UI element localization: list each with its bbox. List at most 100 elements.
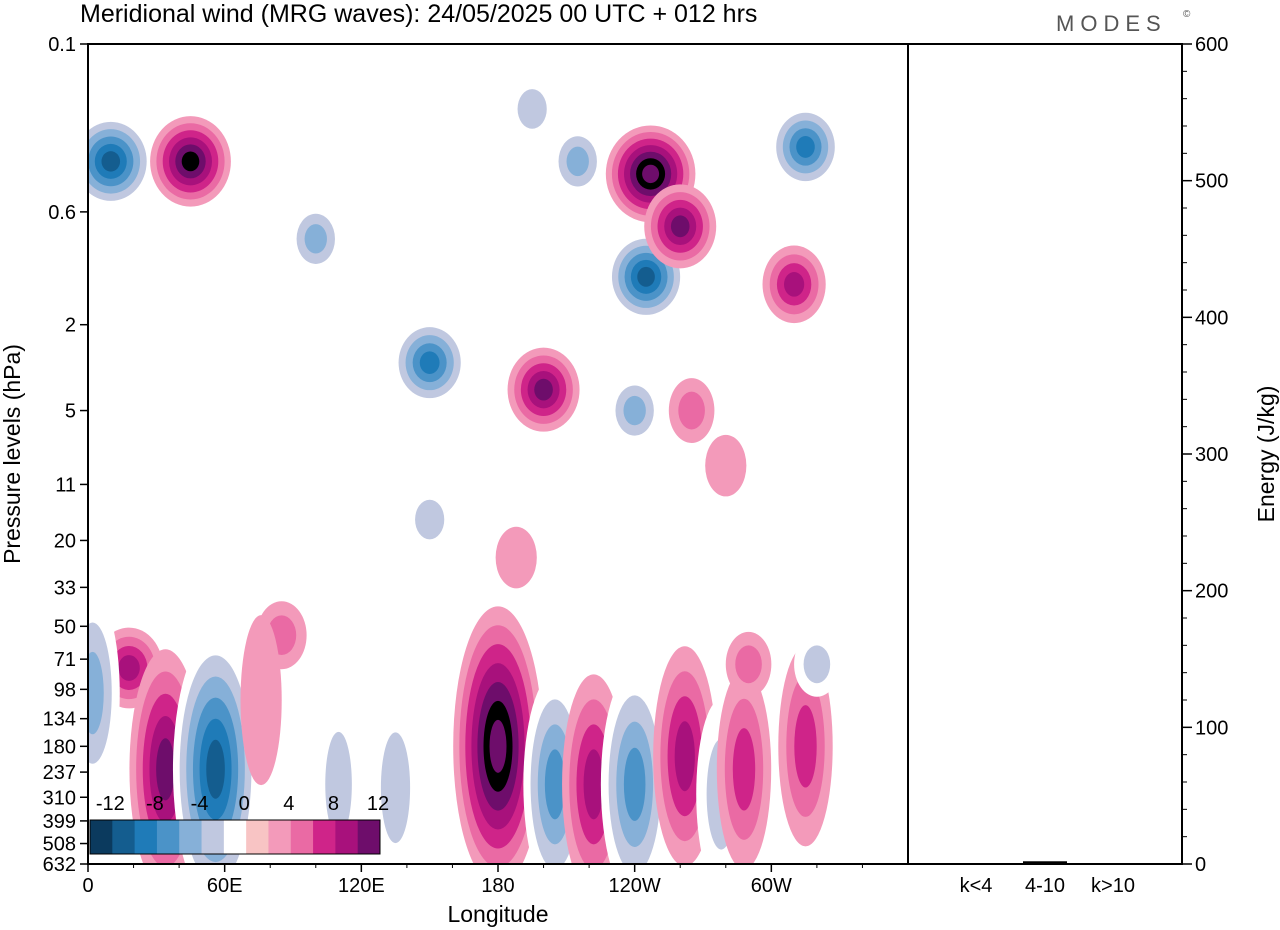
colorbar-swatch <box>179 820 203 854</box>
y-tick-label: 134 <box>43 709 76 731</box>
contour-band <box>495 526 537 589</box>
y-tick-label: 98 <box>54 679 76 701</box>
wind-feature <box>668 378 715 443</box>
contour-band <box>118 655 140 681</box>
x-tick-label: 180 <box>481 875 514 897</box>
wind-feature <box>288 203 343 275</box>
y-tick-label: 2 <box>65 315 76 337</box>
colorbar-swatch <box>357 820 381 854</box>
wind-feature <box>705 434 747 497</box>
colorbar-label: 0 <box>239 793 250 815</box>
y-tick-label: 399 <box>43 811 76 833</box>
contour-band <box>670 215 690 238</box>
wind-feature <box>495 526 537 589</box>
y-tick-label: 0.6 <box>48 202 76 224</box>
wind-feature <box>88 114 154 209</box>
heatmap-panel <box>87 43 909 865</box>
contour-band <box>732 728 756 811</box>
y-tick-label: 632 <box>43 854 76 876</box>
colorbar-swatch <box>156 820 180 854</box>
contour-band <box>796 136 815 158</box>
wind-feature <box>453 606 543 864</box>
colorbar-swatch <box>335 820 359 854</box>
contour-band <box>794 705 817 788</box>
brand-mark: © <box>1183 9 1191 20</box>
x-tick-label: 60E <box>207 875 243 897</box>
energy-frame <box>907 43 1183 865</box>
colorbar-swatch <box>268 820 292 854</box>
colorbar-swatch <box>134 820 158 854</box>
wind-feature <box>391 319 468 407</box>
brand-logo: MODES <box>1056 11 1167 36</box>
wind-feature <box>769 104 842 189</box>
x-tick-label: 60W <box>751 875 792 897</box>
contour-band <box>534 378 553 401</box>
wind-feature <box>404 485 455 554</box>
chart-title: Meridional wind (MRG waves): 24/05/2025 … <box>80 0 757 28</box>
energy-panel: k<4 4-10 k>10 0 100 200 300 400 500 600 <box>907 34 1228 897</box>
colorbar-swatch <box>246 820 269 854</box>
energy-tick-label: 400 <box>1195 307 1228 329</box>
energy-tick-label: 100 <box>1195 717 1228 739</box>
y-tick-label: 0.1 <box>48 34 76 56</box>
contour-band <box>566 146 589 177</box>
contour-band <box>803 645 831 684</box>
contour-band <box>181 151 200 172</box>
colorbar-swatch <box>290 820 314 854</box>
wind-feature <box>725 631 772 697</box>
energy-tick-label: 500 <box>1195 171 1228 193</box>
y-tick-label: 71 <box>54 649 76 671</box>
contour-band <box>544 749 566 820</box>
wind-feature <box>607 374 662 447</box>
contour-band <box>304 224 327 254</box>
contour-band <box>674 721 695 792</box>
x-axis-label: Longitude <box>447 901 548 927</box>
energy-bar <box>954 863 998 865</box>
pressure-axis: 0.1 0.6 2 5 11 20 33 50 71 98 134 180 237 31039950863… <box>43 34 88 876</box>
contour-band <box>642 164 660 184</box>
energy-tick-label: 300 <box>1195 444 1228 466</box>
wind-feature <box>794 631 840 697</box>
y-tick-label: 237 <box>43 762 76 784</box>
contour-band <box>623 747 646 821</box>
contour-band <box>583 749 604 820</box>
wind-feature <box>507 347 580 432</box>
contour-band <box>415 499 445 540</box>
wind-feature <box>550 125 605 197</box>
energy-bar <box>1023 861 1067 864</box>
energy-category-label: k>10 <box>1091 875 1135 897</box>
y-tick-label: 5 <box>65 401 76 423</box>
wind-feature <box>240 615 282 786</box>
x-tick-label: 120E <box>338 875 385 897</box>
contour-band <box>325 731 352 837</box>
wind-feature <box>507 74 558 143</box>
y-axis-label: Pressure levels (hPa) <box>0 344 25 564</box>
x-tick-label: 120W <box>609 875 661 897</box>
contour-band <box>240 615 282 786</box>
wind-feature <box>88 593 120 794</box>
colorbar-swatch <box>112 820 136 854</box>
y-tick-label: 310 <box>43 787 76 809</box>
contour-band <box>705 434 747 497</box>
contour-band <box>88 651 104 735</box>
colorbar: -12 -8 -4 0 4 8 12 <box>89 793 389 855</box>
contour-band <box>678 391 705 430</box>
wind-feature <box>716 669 772 864</box>
colorbar-label: -8 <box>146 793 164 815</box>
x-tick-label: 0 <box>82 875 93 897</box>
y-tick-label: 508 <box>43 834 76 856</box>
contour-band <box>101 151 121 172</box>
longitude-axis: 0 60E 120E 180 120W 60W <box>82 864 863 897</box>
contour-band <box>735 645 762 684</box>
colorbar-swatch <box>223 820 247 854</box>
energy-tick-label: 600 <box>1195 34 1228 56</box>
wind-feature <box>644 184 717 269</box>
energy-category-label: k<4 <box>960 875 993 897</box>
contour-band <box>419 351 440 374</box>
y-tick-label: 20 <box>54 530 76 552</box>
contour-band <box>637 266 655 287</box>
wind-feature <box>653 646 717 864</box>
wind-feature <box>762 245 826 324</box>
energy-bar <box>1091 863 1135 865</box>
contour-band <box>517 89 547 129</box>
